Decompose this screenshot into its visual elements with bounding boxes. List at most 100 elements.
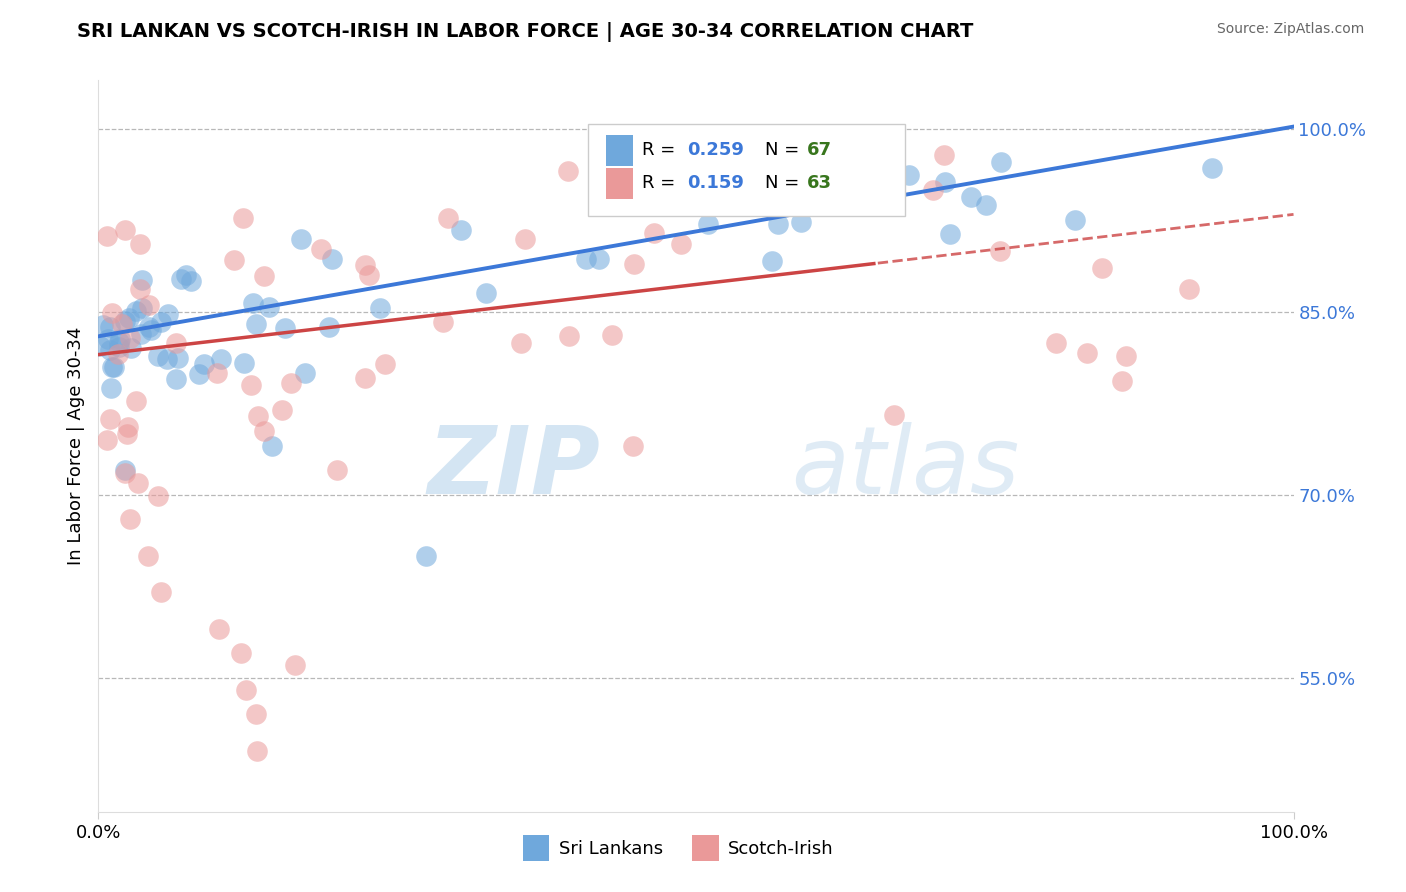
Scotch-Irish — [235, 682, 257, 697]
Sri Lankans — [575, 252, 598, 267]
Scotch-Irish — [922, 182, 945, 196]
Scotch-Irish — [207, 366, 229, 380]
Scotch-Irish — [643, 227, 665, 241]
Sri Lankans — [155, 352, 177, 367]
Text: N =: N = — [765, 142, 806, 160]
Sri Lankans — [98, 320, 121, 334]
Scotch-Irish — [229, 646, 252, 660]
Sri Lankans — [643, 172, 665, 186]
Sri Lankans — [257, 300, 280, 314]
Sri Lankans — [149, 315, 172, 329]
Sri Lankans — [898, 168, 921, 182]
Scotch-Irish — [98, 411, 121, 425]
Sri Lankans — [100, 381, 122, 395]
Sri Lankans — [450, 223, 472, 237]
Scotch-Irish — [96, 434, 118, 448]
Sri Lankans — [98, 343, 121, 357]
Sri Lankans — [138, 320, 160, 334]
Text: R =: R = — [643, 175, 681, 193]
Scotch-Irish — [224, 252, 246, 267]
Sri Lankans — [209, 352, 232, 367]
Scotch-Irish — [280, 376, 302, 391]
Sri Lankans — [290, 232, 312, 246]
Scotch-Irish — [284, 658, 307, 673]
Text: 0.159: 0.159 — [688, 175, 745, 193]
Scotch-Irish — [359, 268, 381, 283]
Text: ZIP: ZIP — [427, 422, 600, 514]
Scotch-Irish — [354, 371, 377, 385]
Scotch-Irish — [245, 707, 267, 722]
Text: Sri Lankans: Sri Lankans — [558, 840, 662, 858]
Sri Lankans — [934, 175, 956, 189]
Scotch-Irish — [623, 257, 645, 271]
Scotch-Irish — [114, 223, 136, 237]
Sri Lankans — [294, 366, 316, 380]
Sri Lankans — [273, 321, 295, 335]
Sri Lankans — [139, 323, 162, 337]
Scotch-Irish — [239, 377, 262, 392]
Scotch-Irish — [165, 335, 187, 350]
Scotch-Irish — [245, 744, 267, 758]
Sri Lankans — [415, 549, 437, 563]
Sri Lankans — [125, 304, 148, 318]
Sri Lankans — [110, 332, 132, 346]
Text: 63: 63 — [807, 175, 832, 193]
Text: atlas: atlas — [792, 423, 1019, 514]
Sri Lankans — [475, 285, 498, 300]
Scotch-Irish — [1076, 346, 1098, 360]
Sri Lankans — [939, 227, 962, 241]
Scotch-Irish — [557, 164, 579, 178]
Sri Lankans — [697, 217, 720, 231]
Scotch-Irish — [120, 331, 142, 345]
Scotch-Irish — [309, 242, 332, 256]
Scotch-Irish — [118, 512, 141, 526]
Sri Lankans — [131, 273, 153, 287]
Scotch-Irish — [883, 408, 905, 422]
Sri Lankans — [131, 301, 153, 315]
Sri Lankans — [146, 349, 169, 363]
Scotch-Irish — [437, 211, 460, 225]
Sri Lankans — [1064, 212, 1087, 227]
Scotch-Irish — [232, 211, 254, 226]
Sri Lankans — [990, 154, 1012, 169]
Sri Lankans — [321, 252, 343, 266]
Scotch-Irish — [271, 403, 294, 417]
Sri Lankans — [156, 307, 179, 321]
Scotch-Irish — [136, 549, 159, 563]
Sri Lankans — [114, 314, 136, 328]
Sri Lankans — [1201, 161, 1223, 176]
Sri Lankans — [89, 338, 111, 352]
Scotch-Irish — [129, 236, 152, 251]
Sri Lankans — [761, 254, 783, 268]
Scotch-Irish — [1111, 374, 1133, 388]
Scotch-Irish — [114, 466, 136, 480]
Sri Lankans — [612, 186, 634, 200]
Scotch-Irish — [111, 318, 134, 332]
Scotch-Irish — [1091, 261, 1114, 276]
Text: N =: N = — [765, 175, 806, 193]
Scotch-Irish — [247, 409, 270, 423]
Sri Lankans — [775, 170, 797, 185]
Scotch-Irish — [125, 394, 148, 409]
Scotch-Irish — [510, 336, 533, 351]
Sri Lankans — [242, 295, 264, 310]
Scotch-Irish — [326, 462, 349, 476]
Scotch-Irish — [253, 268, 276, 283]
Scotch-Irish — [107, 347, 129, 361]
Sri Lankans — [176, 268, 198, 283]
Scotch-Irish — [515, 232, 537, 246]
Scotch-Irish — [932, 147, 955, 161]
Scotch-Irish — [1115, 349, 1137, 363]
Bar — [692, 835, 718, 862]
Scotch-Irish — [621, 439, 644, 453]
Scotch-Irish — [1178, 283, 1201, 297]
Sri Lankans — [193, 357, 215, 371]
Bar — [523, 835, 548, 862]
Sri Lankans — [103, 359, 125, 374]
Sri Lankans — [108, 334, 131, 349]
Sri Lankans — [232, 356, 254, 370]
Sri Lankans — [245, 317, 267, 331]
Scotch-Irish — [1045, 335, 1067, 350]
Sri Lankans — [170, 271, 193, 285]
Sri Lankans — [960, 190, 983, 204]
